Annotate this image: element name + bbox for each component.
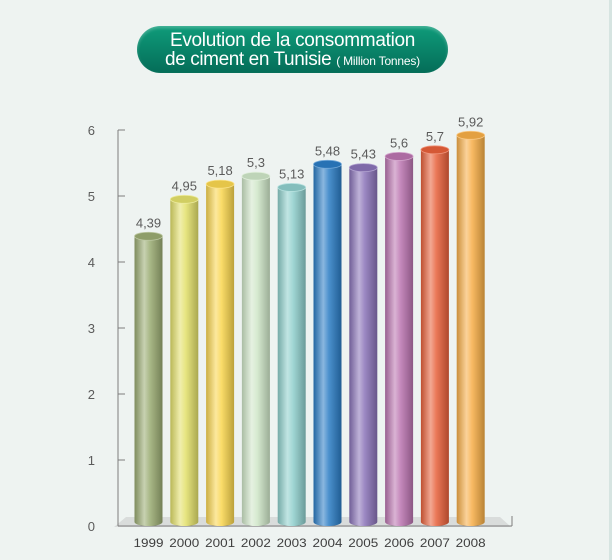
bar-top-2002 [241,171,271,181]
y-tick-label: 3 [88,321,95,336]
data-label-2003: 5,13 [279,166,304,181]
x-tick-label-2002: 2002 [241,536,271,550]
bar-2001 [206,184,235,526]
data-label-2006: 5,6 [390,135,408,150]
data-label-2000: 4,95 [172,178,197,193]
bar-top-2000 [169,194,199,204]
data-label-2008: 5,92 [458,114,483,129]
bar-1999 [134,236,163,526]
bar-top-2007 [420,145,450,155]
data-label-1999: 4,39 [136,215,161,230]
x-tick-label-2008: 2008 [456,536,486,550]
bar-2007 [420,149,449,526]
chart-title-line-1: Evolution de la consommation [169,30,416,51]
x-tick-label-2001: 2001 [205,536,235,550]
y-tick-label: 5 [88,189,95,204]
bar-2005 [349,167,378,526]
chart-title-unit: ( Million Tonnes) [336,54,420,68]
bar-2002 [241,176,270,526]
data-label-2001: 5,18 [207,163,232,178]
data-label-2004: 5,48 [315,143,340,158]
chart-axes: 0 1 2 3 4 5 6 [88,123,513,534]
x-tick-label-2003: 2003 [277,536,307,550]
chart-title-line-2: de ciment en Tunisie ( Million Tonnes) [137,50,448,71]
data-label-2007: 5,7 [426,129,444,144]
bar-top-2006 [384,151,414,161]
y-tick-label: 1 [88,453,95,468]
chart-title-banner: Evolution de la consommation de ciment e… [137,26,448,73]
bar-top-2003 [277,183,307,192]
bar-2008 [456,135,485,526]
x-tick-label-2007: 2007 [420,536,450,550]
bar-top-2001 [205,179,235,189]
bar-2006 [385,156,414,526]
y-tick-label: 0 [88,519,95,534]
chart-title-line-2-text: de ciment en Tunisie [165,49,332,70]
data-label-2002: 5,3 [247,155,265,170]
x-tick-label-1999: 1999 [134,536,164,550]
y-tick-label: 4 [88,255,95,270]
bar-top-1999 [134,231,163,241]
panel-edge [609,0,612,560]
bar-top-2005 [348,163,378,173]
x-tick-label-2005: 2005 [348,536,378,550]
y-tick-label: 6 [88,123,95,138]
bar-top-2008 [456,130,486,140]
x-tick-label-2006: 2006 [384,536,414,550]
data-label-2005: 5,43 [351,147,376,162]
bar-2004 [313,164,342,526]
y-tick-label: 2 [88,387,95,402]
bar-top-2004 [313,159,342,169]
x-tick-label-2000: 2000 [169,536,199,550]
chart-labels: 4,39 1999 4,95 2000 5,18 2001 5,3 2002 5,13 2003 5… [134,114,487,550]
x-tick-label-2004: 2004 [313,536,343,550]
chart-bars [134,130,486,527]
bar-2003 [277,187,306,527]
bar-2000 [170,199,199,527]
